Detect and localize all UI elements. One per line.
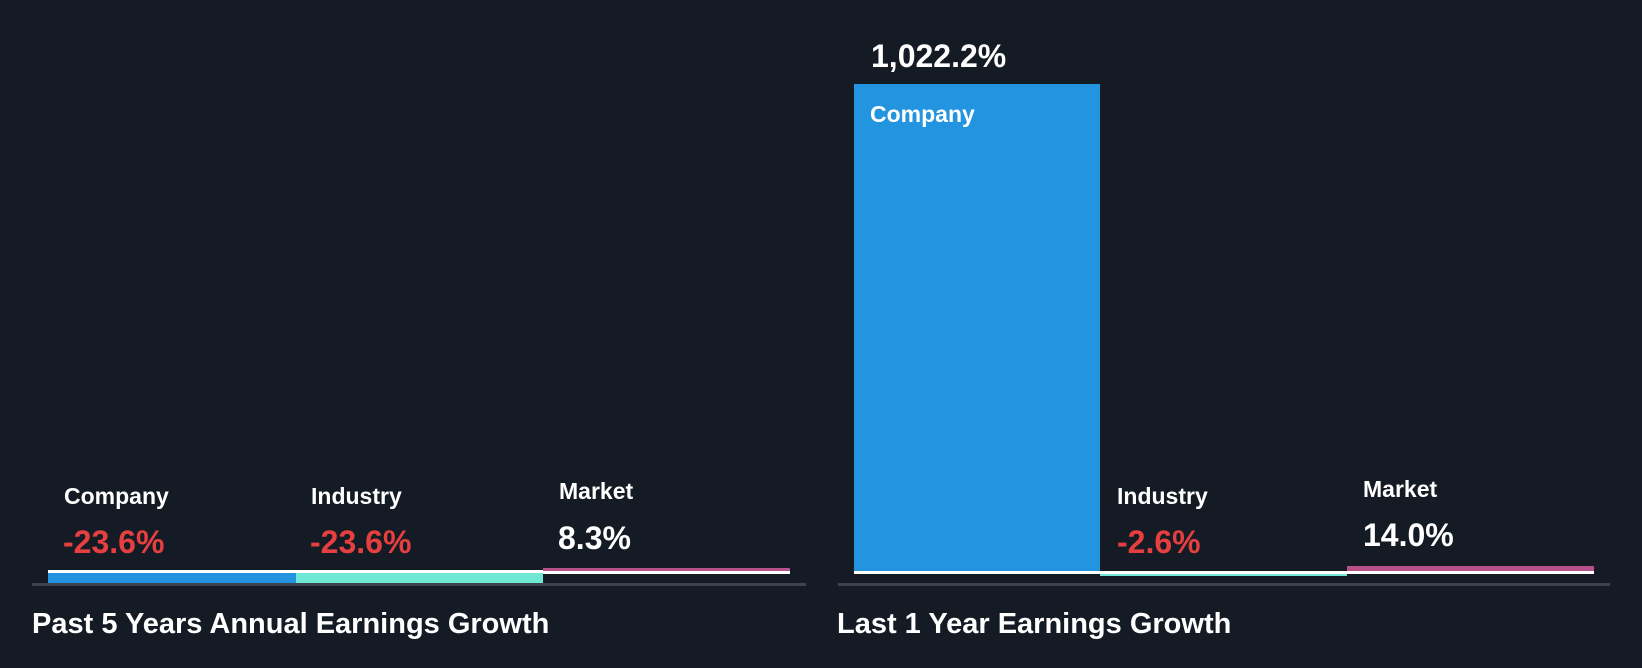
label-company: Company <box>64 483 169 509</box>
label-market: Market <box>559 478 634 504</box>
axis-baseline <box>838 583 1610 586</box>
bar-industry <box>1100 574 1347 576</box>
chart-title: Past 5 Years Annual Earnings Growth <box>32 608 550 640</box>
label-market: Market <box>1363 476 1438 502</box>
bar-cap-company-industry <box>48 570 543 573</box>
label-company: Company <box>870 101 975 127</box>
bar-market <box>543 568 790 571</box>
axis-baseline <box>32 583 806 586</box>
value-market: 14.0% <box>1363 517 1454 553</box>
label-industry: Industry <box>1117 483 1208 509</box>
value-industry: -2.6% <box>1117 524 1201 560</box>
bar-company <box>854 84 1100 571</box>
bar-cap-market <box>1347 571 1594 574</box>
bar-industry <box>296 573 543 584</box>
bar-company <box>48 573 296 584</box>
bar-cap-industry <box>1100 571 1347 574</box>
value-company: 1,022.2% <box>871 38 1007 74</box>
bar-market <box>1347 566 1594 572</box>
bar-cap-company <box>854 571 1100 574</box>
value-market: 8.3% <box>558 520 631 556</box>
chart-title: Last 1 Year Earnings Growth <box>837 608 1232 640</box>
label-industry: Industry <box>311 483 402 509</box>
value-industry: -23.6% <box>310 524 412 560</box>
bar-cap-market <box>543 571 790 574</box>
value-company: -23.6% <box>63 524 165 560</box>
